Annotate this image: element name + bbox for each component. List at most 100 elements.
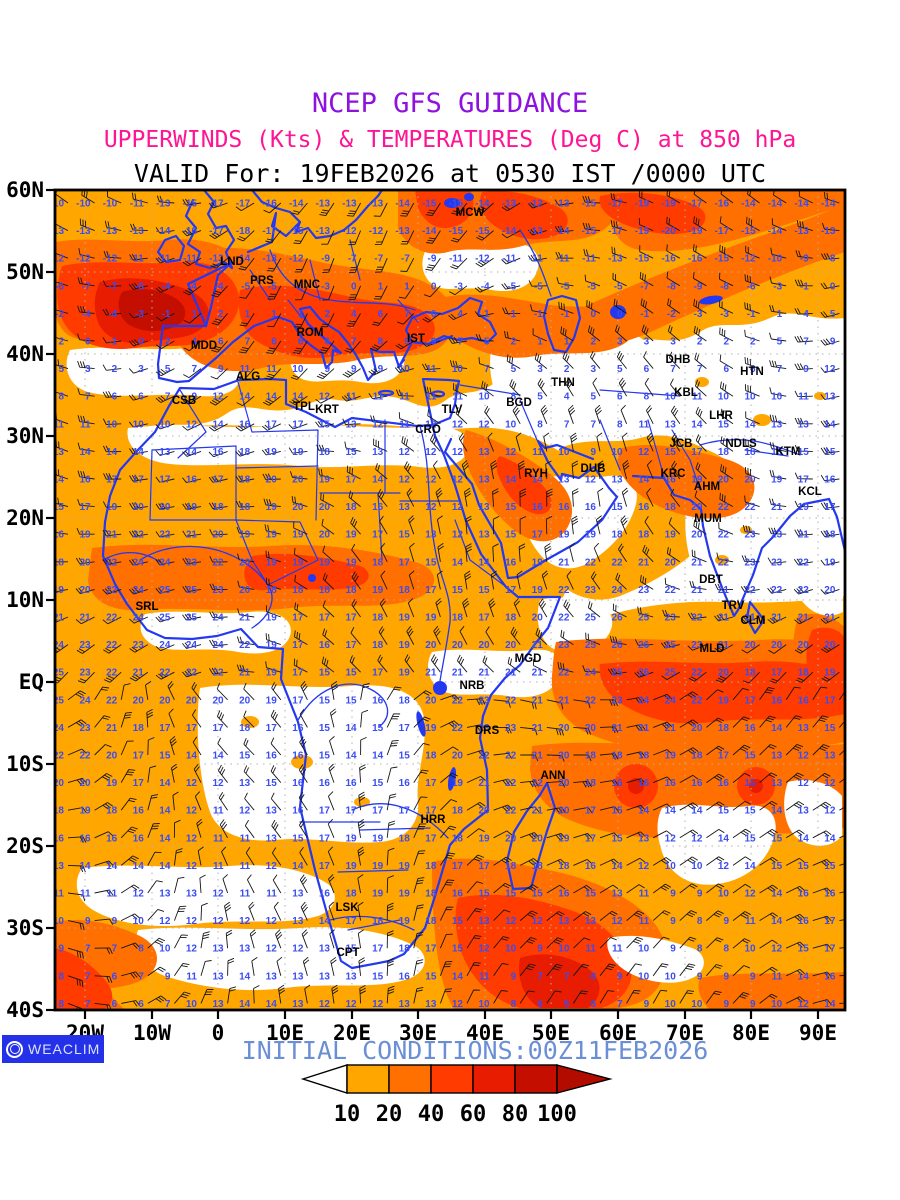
svg-text:14: 14	[53, 475, 65, 486]
svg-text:18: 18	[665, 502, 677, 513]
svg-text:10: 10	[186, 999, 198, 1010]
svg-text:13: 13	[558, 916, 570, 927]
svg-text:11: 11	[266, 364, 277, 375]
svg-text:11: 11	[452, 392, 463, 403]
svg-text:1: 1	[484, 309, 490, 320]
svg-text:-12: -12	[289, 254, 304, 265]
svg-text:15: 15	[319, 751, 331, 762]
svg-text:26: 26	[638, 668, 650, 679]
svg-text:17: 17	[744, 695, 756, 706]
svg-text:12: 12	[452, 530, 464, 541]
svg-text:7: 7	[777, 364, 783, 375]
svg-text:18: 18	[345, 889, 357, 900]
svg-text:7: 7	[590, 419, 596, 430]
svg-text:-12: -12	[741, 254, 756, 265]
svg-text:17: 17	[532, 530, 544, 541]
svg-text:12: 12	[798, 751, 810, 762]
svg-text:12: 12	[159, 916, 171, 927]
svg-text:9: 9	[670, 889, 676, 900]
svg-text:25: 25	[53, 695, 65, 706]
svg-text:-19: -19	[635, 226, 650, 237]
svg-text:15: 15	[505, 502, 517, 513]
svg-text:16: 16	[824, 971, 836, 982]
svg-text:20: 20	[79, 585, 91, 596]
svg-text:-12: -12	[528, 199, 543, 210]
svg-text:24: 24	[79, 695, 91, 706]
svg-text:25: 25	[53, 668, 65, 679]
svg-text:17: 17	[319, 861, 331, 872]
svg-text:22: 22	[79, 751, 91, 762]
svg-text:17: 17	[372, 806, 384, 817]
svg-text:16: 16	[611, 778, 623, 789]
svg-text:-13: -13	[129, 226, 144, 237]
svg-text:3: 3	[617, 337, 623, 348]
svg-text:15: 15	[266, 778, 278, 789]
svg-text:15: 15	[798, 861, 810, 872]
svg-text:7: 7	[85, 944, 91, 955]
svg-text:13: 13	[239, 778, 251, 789]
svg-text:16: 16	[292, 751, 304, 762]
svg-text:13: 13	[824, 392, 836, 403]
svg-text:15: 15	[744, 778, 756, 789]
svg-text:-11: -11	[449, 254, 463, 265]
svg-text:-16: -16	[661, 254, 676, 265]
svg-text:16: 16	[79, 833, 91, 844]
svg-text:20: 20	[585, 723, 597, 734]
svg-text:14: 14	[478, 557, 490, 568]
svg-text:-5: -5	[560, 281, 569, 292]
svg-text:16: 16	[319, 889, 331, 900]
svg-text:21: 21	[106, 723, 118, 734]
svg-text:18: 18	[212, 502, 224, 513]
svg-text:10: 10	[638, 971, 650, 982]
svg-text:15: 15	[372, 778, 384, 789]
svg-text:4: 4	[351, 309, 357, 320]
svg-text:13: 13	[159, 447, 171, 458]
svg-text:10: 10	[718, 392, 730, 403]
svg-text:22: 22	[505, 751, 517, 762]
svg-text:-7: -7	[108, 281, 117, 292]
svg-text:-17: -17	[715, 226, 730, 237]
svg-text:12: 12	[532, 916, 544, 927]
svg-text:24: 24	[53, 723, 65, 734]
svg-text:11: 11	[479, 971, 490, 982]
svg-text:10: 10	[478, 999, 490, 1010]
svg-text:20: 20	[452, 640, 464, 651]
svg-text:17: 17	[425, 833, 437, 844]
svg-text:2: 2	[750, 337, 756, 348]
svg-text:9: 9	[697, 971, 703, 982]
svg-text:19: 19	[824, 557, 836, 568]
svg-text:0: 0	[830, 281, 836, 292]
svg-text:15: 15	[824, 447, 836, 458]
svg-text:14: 14	[638, 475, 650, 486]
svg-text:16: 16	[372, 695, 384, 706]
svg-text:-5: -5	[268, 281, 277, 292]
svg-text:22: 22	[798, 585, 810, 596]
svg-text:12: 12	[186, 419, 198, 430]
svg-text:19: 19	[292, 447, 304, 458]
svg-text:0: 0	[617, 309, 623, 320]
svg-text:21: 21	[638, 723, 650, 734]
svg-text:21: 21	[691, 557, 703, 568]
svg-text:2: 2	[165, 337, 171, 348]
svg-text:19: 19	[399, 861, 411, 872]
svg-text:16: 16	[292, 723, 304, 734]
svg-text:13: 13	[292, 889, 304, 900]
svg-text:17: 17	[292, 695, 304, 706]
svg-text:-12: -12	[50, 254, 65, 265]
svg-text:16: 16	[319, 778, 331, 789]
svg-text:3: 3	[670, 337, 676, 348]
svg-text:12: 12	[638, 447, 650, 458]
svg-text:-4: -4	[161, 281, 170, 292]
svg-text:13: 13	[266, 971, 278, 982]
svg-text:0: 0	[351, 281, 357, 292]
svg-text:-13: -13	[103, 226, 118, 237]
svg-text:14: 14	[292, 392, 304, 403]
svg-text:14: 14	[824, 833, 836, 844]
svg-text:17: 17	[159, 723, 171, 734]
station-label: DBT	[699, 574, 723, 586]
svg-text:15: 15	[665, 447, 677, 458]
svg-text:15: 15	[425, 971, 437, 982]
svg-text:11: 11	[80, 889, 91, 900]
svg-text:19: 19	[292, 557, 304, 568]
